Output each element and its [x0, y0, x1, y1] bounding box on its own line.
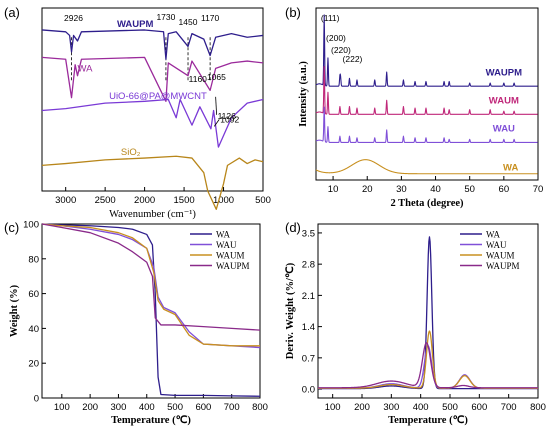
y-tick-label: 20 [28, 359, 39, 370]
y-tick-label: 2.1 [302, 291, 315, 302]
x-tick-label: 100 [54, 402, 70, 413]
panel-label-b: (b) [285, 5, 301, 20]
series-label: WAU [493, 124, 515, 135]
x-tick-label: 600 [471, 402, 487, 413]
x-tick-label: 800 [252, 402, 268, 413]
peak-annotation: (222) [343, 54, 363, 64]
series-label: WA [503, 163, 518, 174]
y-tick-label: 100 [23, 220, 39, 231]
y-tick-label: 1.4 [302, 322, 315, 333]
x-tick-label: 1500 [174, 195, 195, 206]
x-tick-label: 70 [533, 184, 544, 195]
series-label: SiO₂ [121, 147, 141, 158]
x-tick-label: 10 [328, 184, 339, 195]
panel-label-d: (d) [285, 220, 301, 235]
y-tick-label: 0 [34, 394, 39, 405]
x-axis-title: Temperature (℃) [388, 414, 468, 426]
x-tick-label: 100 [325, 402, 341, 413]
y-tick-label: 0.0 [302, 385, 315, 396]
series-label: WAUM [489, 96, 519, 107]
peak-annotation: 1160 [189, 74, 208, 84]
legend-label: WAUM [486, 251, 515, 261]
y-axis-title: Weight (%) [9, 284, 20, 337]
peak-annotation: 1730 [156, 12, 175, 22]
xrd-panel-frame [315, 7, 539, 181]
legend-label: WAU [486, 240, 507, 250]
peak-annotation: 1065 [207, 72, 226, 82]
spectrum-line [41, 56, 264, 102]
x-tick-label: 3000 [55, 195, 76, 206]
x-tick-label: 700 [501, 402, 517, 413]
series-label: UiO-66@PA@MWCNT [109, 91, 207, 102]
peak-annotation: (220) [331, 45, 351, 55]
x-tick-label: 400 [413, 402, 429, 413]
weight-curve [41, 223, 260, 347]
x-tick-label: 30 [396, 184, 407, 195]
y-tick-label: 40 [28, 324, 39, 335]
legend-label: WA [216, 230, 230, 240]
x-axis-title: Temperature (℃) [111, 414, 191, 426]
x-tick-label: 500 [442, 402, 458, 413]
tga-panel-frame [41, 223, 261, 399]
y-tick-label: 2.8 [302, 260, 315, 271]
spectrum-line [41, 98, 264, 148]
panel-label-a: (a) [4, 5, 20, 20]
peak-annotation: 1170 [201, 13, 220, 23]
x-tick-label: 400 [139, 402, 155, 413]
weight-curve [41, 223, 261, 331]
peak-annotation: (111) [321, 13, 340, 23]
legend-label: WAUM [216, 251, 245, 261]
series-label: WAUPM [117, 19, 154, 30]
derivative-curve [317, 345, 539, 389]
annotation-arrow [215, 96, 217, 115]
legend-label: WAUPM [216, 261, 250, 271]
x-tick-label: 40 [430, 184, 441, 195]
x-tick-label: 50 [464, 184, 475, 195]
x-tick-label: 2000 [134, 195, 155, 206]
peak-annotation: 1092 [220, 114, 239, 124]
y-tick-label: 60 [28, 289, 39, 300]
x-tick-label: 700 [224, 402, 240, 413]
diffraction-line [315, 65, 538, 115]
spectrum-line [41, 29, 264, 60]
x-tick-label: 300 [111, 402, 127, 413]
x-axis-title: 2 Theta (degree) [390, 198, 464, 209]
peak-annotation: (200) [326, 33, 346, 43]
x-tick-label: 2500 [95, 195, 116, 206]
y-tick-label: 80 [28, 254, 39, 265]
peak-annotation: 1126 [218, 111, 237, 121]
peak-annotation: 1450 [179, 17, 198, 27]
x-tick-label: 200 [82, 402, 98, 413]
x-tick-label: 1000 [213, 195, 234, 206]
legend-label: WAU [216, 240, 237, 250]
y-tick-label: 3.5 [302, 228, 315, 239]
x-tick-label: 800 [530, 402, 546, 413]
diffraction-line [315, 14, 538, 87]
x-tick-label: 500 [167, 402, 183, 413]
diffraction-line [315, 159, 538, 175]
spectrum-line [41, 155, 264, 210]
series-label: WAUPM [486, 67, 523, 78]
annotation-arrow [213, 119, 220, 127]
x-axis-title: Wavenumber (cm⁻¹) [109, 209, 196, 220]
legend-label: WAUPM [486, 261, 520, 271]
x-tick-label: 500 [255, 195, 271, 206]
diffraction-line [315, 106, 538, 144]
x-tick-label: 200 [354, 402, 370, 413]
y-axis-title: Intensity (a.u.) [298, 61, 309, 127]
x-tick-label: 300 [383, 402, 399, 413]
derivative-curve [317, 342, 539, 389]
y-tick-label: 0.7 [302, 353, 315, 364]
series-label: WA [78, 64, 94, 75]
legend-label: WA [486, 230, 500, 240]
dtg-panel-frame [317, 223, 539, 399]
x-tick-label: 600 [195, 402, 211, 413]
x-tick-label: 60 [499, 184, 510, 195]
derivative-curve [317, 330, 539, 389]
y-axis-title: Deriv. Weight (%/℃) [284, 262, 296, 359]
x-tick-label: 20 [362, 184, 373, 195]
peak-annotation: 2926 [64, 13, 83, 23]
panel-label-c: (c) [4, 220, 19, 235]
